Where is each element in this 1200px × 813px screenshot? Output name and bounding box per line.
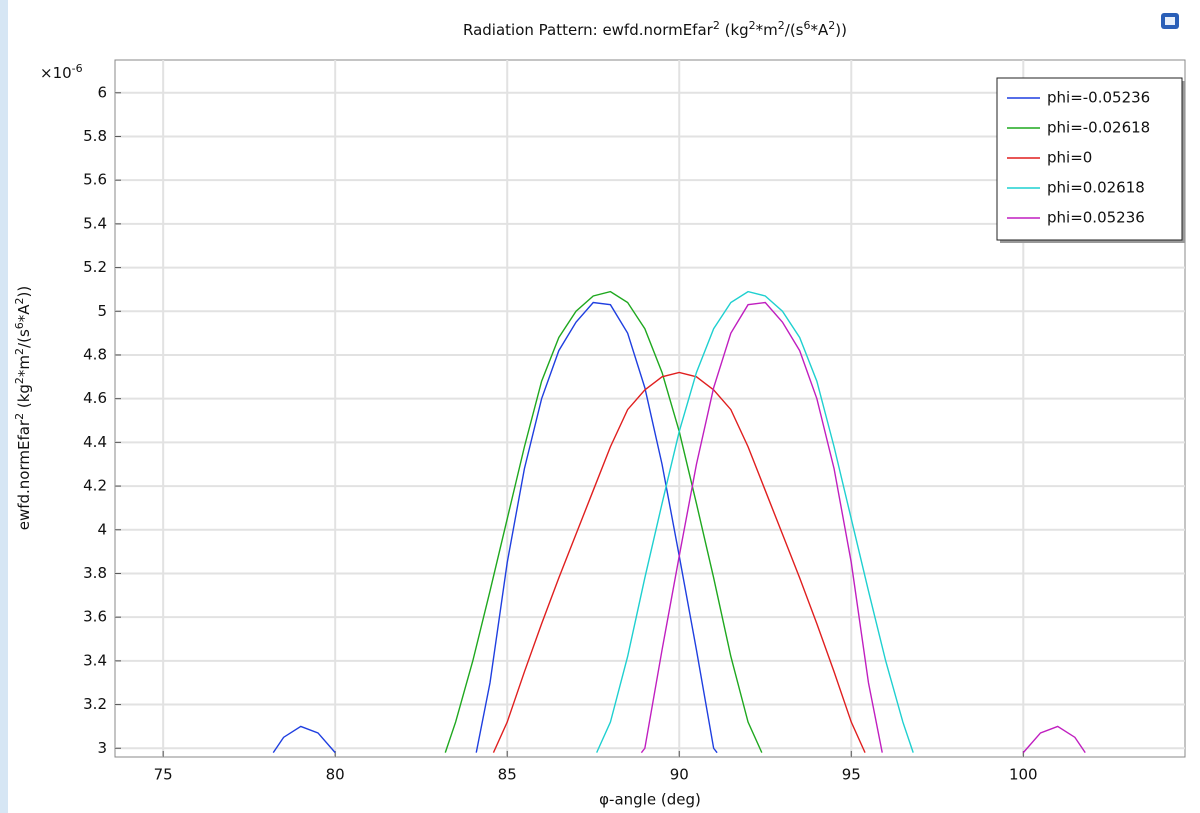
text-part: *m bbox=[15, 355, 33, 377]
text-part: ×10 bbox=[40, 64, 72, 82]
series-line bbox=[492, 371, 866, 753]
y-tick-label: 3.6 bbox=[83, 608, 107, 626]
legend-label: phi=0 bbox=[1047, 149, 1092, 167]
legend-label: phi=0.05236 bbox=[1047, 209, 1145, 227]
y-tick-label: 5.2 bbox=[83, 258, 107, 276]
series-line bbox=[596, 290, 914, 753]
y-tick-label: 3.8 bbox=[83, 564, 107, 582]
y-tick-label: 5.8 bbox=[83, 127, 107, 145]
text-part: *A bbox=[15, 304, 33, 323]
text-part: Radiation Pattern: ewfd.normEfar bbox=[463, 21, 714, 39]
legend-label: phi=-0.02618 bbox=[1047, 119, 1150, 137]
text-part: (kg bbox=[15, 384, 33, 413]
y-multiplier: ×10-6 bbox=[40, 62, 83, 82]
text-part: )) bbox=[15, 286, 33, 298]
superscript: 2 bbox=[13, 348, 26, 355]
superscript: 2 bbox=[749, 19, 756, 32]
y-tick-label: 3 bbox=[97, 739, 107, 757]
superscript: 6 bbox=[804, 19, 811, 32]
text-part: /(s bbox=[785, 21, 804, 39]
text-part: *m bbox=[756, 21, 778, 39]
series-line bbox=[640, 301, 1086, 754]
y-tick-label: 4.2 bbox=[83, 477, 107, 495]
x-tick-label: 90 bbox=[670, 766, 689, 784]
chart-title: Radiation Pattern: ewfd.normEfar2 (kg2*m… bbox=[463, 19, 847, 39]
superscript: 2 bbox=[13, 413, 26, 420]
text-part: ewfd.normEfar bbox=[15, 419, 33, 530]
x-tick-label: 95 bbox=[842, 766, 861, 784]
series-line bbox=[272, 301, 718, 754]
export-icon[interactable] bbox=[1161, 13, 1179, 29]
superscript: 2 bbox=[13, 297, 26, 304]
superscript: 2 bbox=[778, 19, 785, 32]
y-tick-label: 4.8 bbox=[83, 345, 107, 363]
x-tick-label: 75 bbox=[154, 766, 173, 784]
y-tick-label: 4.6 bbox=[83, 389, 107, 407]
superscript: 2 bbox=[828, 19, 835, 32]
y-tick-label: 5.6 bbox=[83, 171, 107, 189]
superscript: 2 bbox=[13, 377, 26, 384]
y-axis-label: ewfd.normEfar2 (kg2*m2/(s6*A2)) bbox=[13, 286, 33, 531]
superscript: 2 bbox=[713, 19, 720, 32]
window-edge bbox=[0, 0, 8, 813]
superscript: 6 bbox=[13, 322, 26, 329]
x-axis-label: φ-angle (deg) bbox=[599, 791, 701, 809]
y-tick-label: 5 bbox=[97, 302, 107, 320]
legend-label: phi=-0.05236 bbox=[1047, 89, 1150, 107]
text-part: *A bbox=[811, 21, 830, 39]
superscript: -6 bbox=[72, 62, 83, 75]
legend-label: phi=0.02618 bbox=[1047, 179, 1145, 197]
series-line bbox=[444, 290, 763, 753]
y-tick-label: 3.4 bbox=[83, 651, 107, 669]
y-tick-label: 3.2 bbox=[83, 695, 107, 713]
y-tick-label: 6 bbox=[97, 83, 107, 101]
text-part: (kg bbox=[720, 21, 749, 39]
x-tick-label: 100 bbox=[1009, 766, 1038, 784]
x-tick-label: 85 bbox=[498, 766, 517, 784]
text-part: /(s bbox=[15, 329, 33, 348]
y-tick-label: 4 bbox=[97, 520, 107, 538]
y-tick-label: 5.4 bbox=[83, 214, 107, 232]
y-tick-label: 4.4 bbox=[83, 433, 107, 451]
text-part: )) bbox=[835, 21, 847, 39]
legend-box bbox=[996, 77, 1183, 241]
x-tick-label: 80 bbox=[326, 766, 345, 784]
